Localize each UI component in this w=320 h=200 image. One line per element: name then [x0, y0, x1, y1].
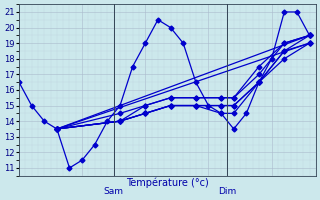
Text: Sam: Sam	[104, 187, 124, 196]
Text: Dim: Dim	[218, 187, 236, 196]
X-axis label: Température (°c): Température (°c)	[126, 177, 209, 188]
